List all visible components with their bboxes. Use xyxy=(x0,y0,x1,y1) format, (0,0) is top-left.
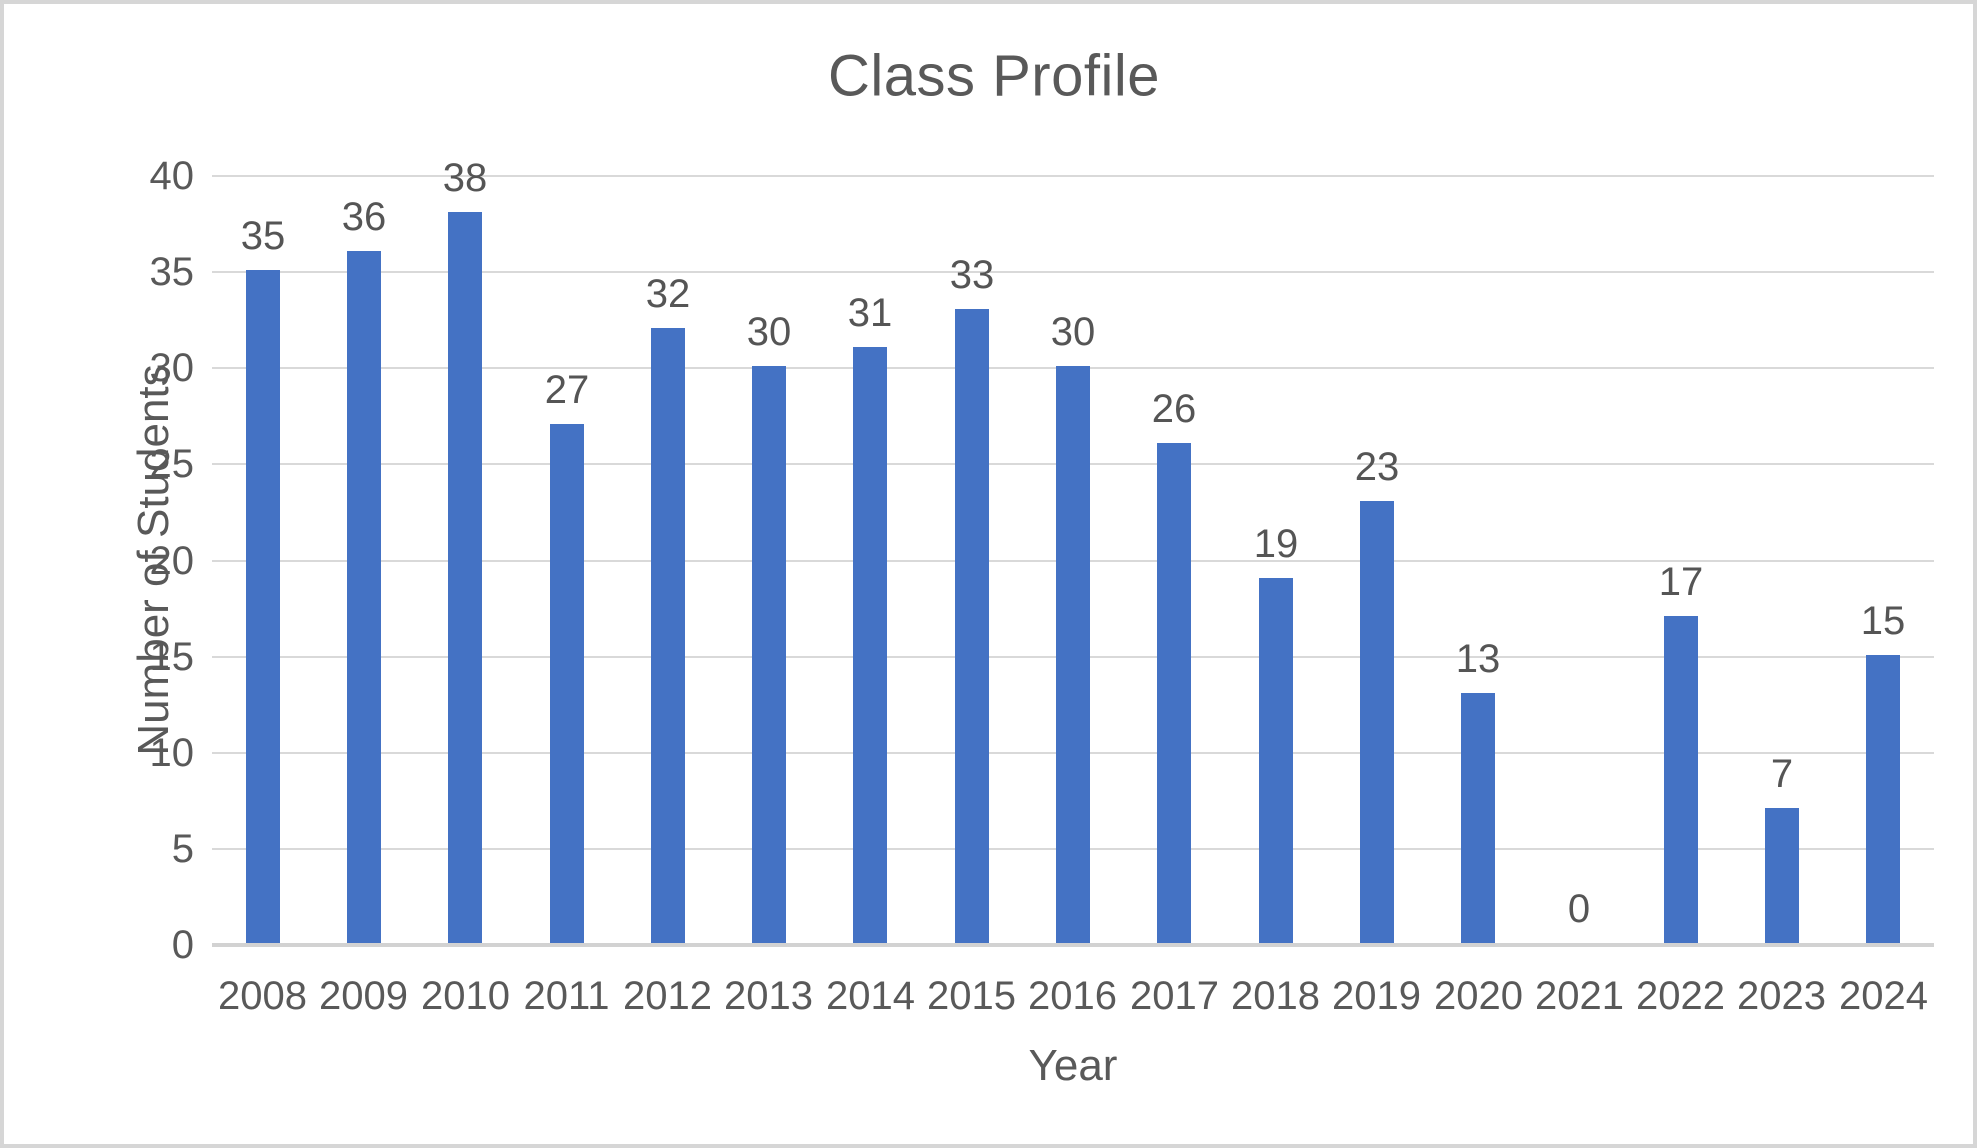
y-tick-label: 15 xyxy=(149,634,195,679)
bar xyxy=(1259,578,1293,943)
bar-value-label: 17 xyxy=(1658,560,1704,604)
x-tick-label: 2021 xyxy=(1535,974,1624,1018)
x-tick-label: 2024 xyxy=(1839,974,1928,1018)
bar-value-label: 33 xyxy=(949,253,995,297)
x-tick-label: 2023 xyxy=(1737,974,1826,1018)
x-tick-label: 2008 xyxy=(218,974,307,1018)
bar xyxy=(1461,693,1495,943)
x-tick-label: 2011 xyxy=(523,974,610,1018)
bar xyxy=(1866,655,1900,943)
bar xyxy=(550,424,584,943)
bar xyxy=(853,347,887,943)
x-tick-label: 2019 xyxy=(1332,974,1421,1018)
bar xyxy=(448,212,482,943)
bar-value-label: 19 xyxy=(1253,522,1299,566)
bar-value-label: 30 xyxy=(1050,310,1096,354)
x-axis-line xyxy=(212,943,1934,947)
bar-value-label: 36 xyxy=(341,195,387,239)
bar-value-label: 7 xyxy=(1770,752,1794,796)
bar xyxy=(752,366,786,943)
bar xyxy=(651,328,685,943)
x-tick-label: 2018 xyxy=(1231,974,1320,1018)
y-tick-label: 10 xyxy=(149,730,195,775)
bar-value-label: 0 xyxy=(1567,887,1591,931)
x-tick-label: 2009 xyxy=(319,974,408,1018)
bar xyxy=(955,309,989,943)
x-tick-label: 2015 xyxy=(927,974,1016,1018)
y-tick-label: 35 xyxy=(149,250,195,295)
x-tick-label: 2012 xyxy=(623,974,712,1018)
bar xyxy=(1664,616,1698,943)
gridline xyxy=(212,175,1934,177)
bar-value-label: 32 xyxy=(645,272,691,316)
bar xyxy=(1360,501,1394,943)
bar-value-label: 31 xyxy=(847,291,893,335)
x-tick-label: 2010 xyxy=(421,974,510,1018)
bar-value-label: 15 xyxy=(1860,599,1906,643)
x-tick-label: 2022 xyxy=(1636,974,1725,1018)
bar-value-label: 38 xyxy=(442,156,488,200)
bar-value-label: 13 xyxy=(1455,637,1501,681)
bar xyxy=(1765,808,1799,943)
x-tick-label: 2014 xyxy=(826,974,915,1018)
y-tick-label: 30 xyxy=(149,346,195,391)
x-tick-label: 2016 xyxy=(1028,974,1117,1018)
chart-title: Class Profile xyxy=(827,43,1161,109)
y-tick-label: 40 xyxy=(149,154,195,198)
bar xyxy=(347,251,381,943)
x-tick-label: 2013 xyxy=(724,974,813,1018)
x-axis-title: Year xyxy=(1028,1041,1118,1090)
gridline xyxy=(212,271,1934,274)
bar-value-label: 26 xyxy=(1151,387,1197,431)
bar-value-label: 35 xyxy=(240,214,286,258)
bar xyxy=(1157,443,1191,943)
bar xyxy=(1056,366,1090,943)
y-tick-label: 0 xyxy=(171,923,194,967)
y-tick-label: 5 xyxy=(171,826,194,871)
x-tick-label: 2017 xyxy=(1130,974,1219,1018)
y-tick-label: 25 xyxy=(149,442,195,487)
bar xyxy=(246,270,280,943)
bar-value-label: 23 xyxy=(1354,445,1400,489)
bar-value-label: 30 xyxy=(746,310,792,354)
y-tick-label: 20 xyxy=(149,538,195,583)
bar-value-label: 27 xyxy=(544,368,590,412)
x-tick-label: 2020 xyxy=(1434,974,1523,1018)
